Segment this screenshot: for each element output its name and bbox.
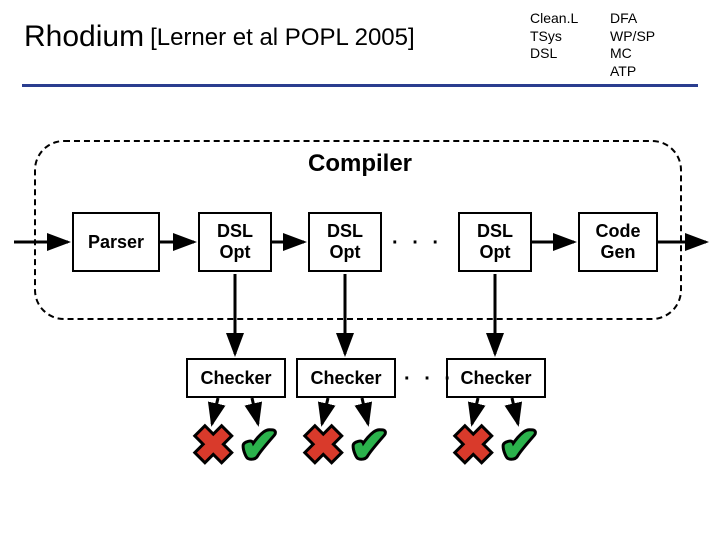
tag: MC — [610, 45, 655, 63]
node-checker-1: Checker — [186, 358, 286, 398]
tag: DSL — [530, 45, 578, 63]
tag: WP/SP — [610, 28, 655, 46]
node-code-gen: CodeGen — [578, 212, 658, 272]
tag: ATP — [610, 63, 655, 81]
node-checker-3: Checker — [446, 358, 546, 398]
title-rule — [22, 84, 698, 87]
page-title-sub: [Lerner et al POPL 2005] — [150, 20, 415, 52]
compiler-label: Compiler — [0, 150, 720, 178]
node-parser: Parser — [72, 212, 160, 272]
node-dsl-opt-2: DSLOpt — [308, 212, 382, 272]
ellipsis-stages: · · · — [392, 232, 443, 255]
tag-column-1: Clean.L TSys DSL — [530, 10, 578, 63]
tag: Clean.L — [530, 10, 578, 28]
page-title-main: Rhodium — [24, 20, 144, 54]
tag-column-2: DFA WP/SP MC ATP — [610, 10, 655, 80]
node-checker-2: Checker — [296, 358, 396, 398]
ellipsis-checkers: · · · — [404, 368, 455, 391]
node-dsl-opt-3: DSLOpt — [458, 212, 532, 272]
tag: DFA — [610, 10, 655, 28]
tag: TSys — [530, 28, 578, 46]
node-dsl-opt-1: DSLOpt — [198, 212, 272, 272]
